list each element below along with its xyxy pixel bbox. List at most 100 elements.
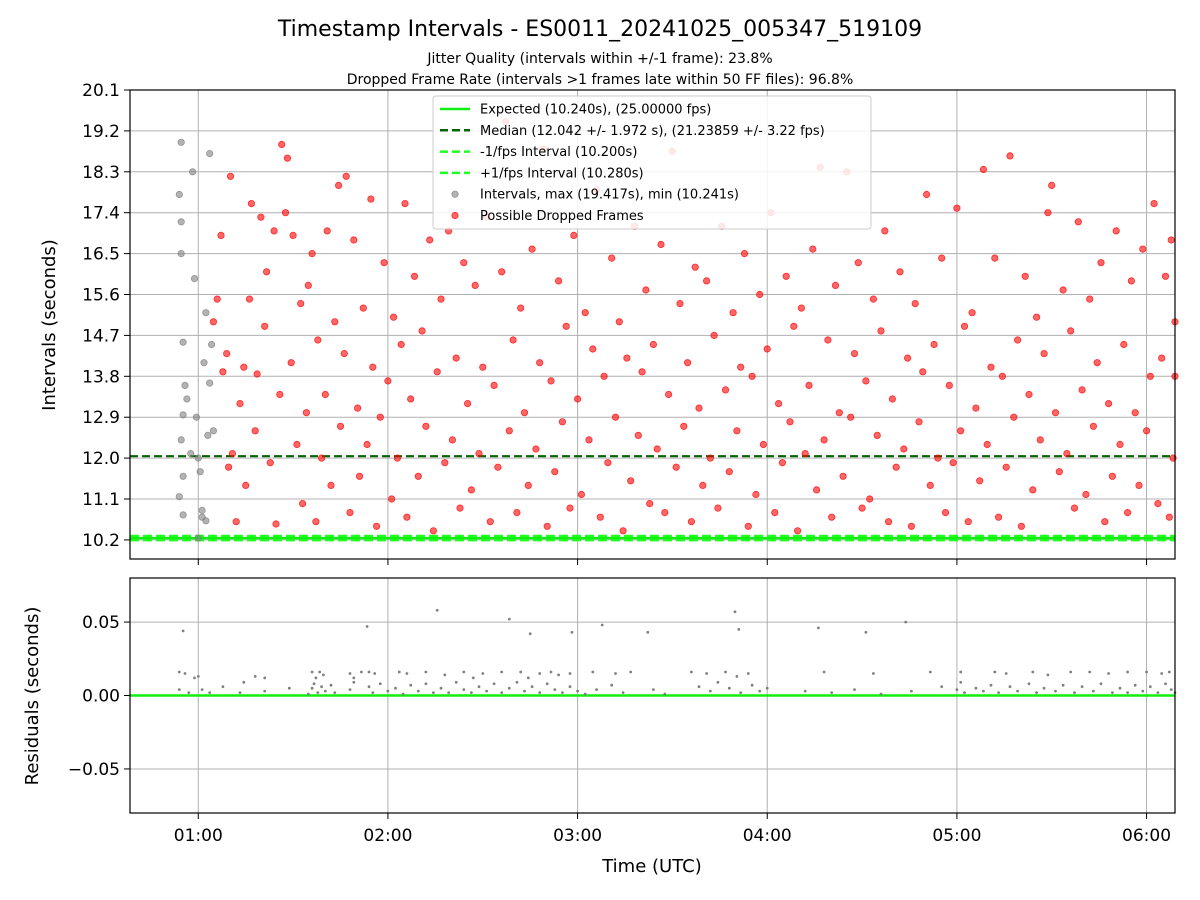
interval-point [938, 254, 946, 262]
residual-point [314, 676, 318, 680]
residual-point [1008, 685, 1012, 689]
residual-point [690, 670, 693, 674]
residual-point [378, 682, 382, 686]
interval-point [340, 349, 348, 358]
residual-point [1141, 689, 1145, 693]
residual-point [367, 670, 371, 674]
legend-label: +1/fps Interval (10.280s) [480, 166, 644, 181]
residual-point [177, 670, 181, 674]
residual-point [373, 672, 377, 675]
x-tick-label: 05:00 [932, 826, 981, 846]
interval-point [179, 411, 187, 419]
residual-point [864, 630, 868, 634]
residual-point [462, 688, 466, 691]
interval-point [646, 499, 654, 508]
interval-point [1101, 518, 1109, 526]
interval-point [208, 340, 216, 349]
interval-point [247, 200, 255, 208]
residual-point [360, 670, 363, 674]
residual-point [526, 676, 530, 680]
interval-point [748, 372, 756, 380]
interval-point [494, 463, 502, 471]
interval-point [721, 386, 730, 394]
legend-label: -1/fps Interval (10.200s) [480, 145, 637, 160]
interval-point [824, 336, 832, 344]
interval-point [179, 338, 187, 346]
interval-point [960, 322, 969, 330]
interval-point [380, 259, 388, 267]
residual-point [1156, 691, 1160, 694]
x-tick-label: 02:00 [363, 826, 412, 846]
interval-point [1021, 272, 1029, 280]
legend-label: Median (12.042 +/- 1.972 s), (21.23859 +… [480, 124, 825, 139]
y-tick-label-bottom: 0.05 [82, 613, 120, 633]
interval-point [206, 379, 214, 387]
residual-point [716, 680, 720, 684]
interval-point [1063, 449, 1071, 458]
y-tick-label-top: 15.6 [82, 286, 120, 306]
interval-point [183, 395, 191, 403]
interval-point [189, 168, 197, 176]
interval-point [915, 418, 923, 426]
residual-point [538, 672, 542, 675]
interval-point [994, 513, 1003, 521]
residual-point [424, 670, 428, 674]
interval-point [873, 431, 881, 439]
residual-point [600, 623, 604, 627]
y-tick-label-top: 11.1 [82, 490, 120, 510]
interval-point [1051, 409, 1060, 417]
interval-point [577, 490, 586, 499]
interval-point [1070, 504, 1079, 512]
interval-point [422, 422, 430, 430]
interval-point [278, 140, 286, 149]
residual-point [940, 685, 944, 689]
residual-point [462, 670, 466, 674]
residual-point [492, 682, 496, 686]
residual-point [409, 683, 413, 687]
interval-point [253, 370, 261, 378]
interval-point [664, 390, 673, 399]
interval-point [297, 299, 305, 308]
residual-point [1054, 689, 1057, 693]
interval-point [369, 363, 377, 371]
interval-point [930, 340, 938, 349]
residuals-y-axis-label: Residuals (seconds) [22, 607, 43, 786]
interval-point [892, 463, 900, 471]
interval-point [198, 506, 206, 514]
residual-point [568, 685, 572, 689]
interval-point [1116, 440, 1124, 449]
interval-point [437, 295, 445, 303]
residual-point [306, 692, 310, 696]
interval-point [896, 268, 904, 276]
interval-point [1146, 372, 1154, 380]
y-tick-label-top: 10.2 [82, 531, 120, 551]
interval-point [683, 359, 692, 367]
interval-point [847, 413, 855, 421]
interval-point [1165, 513, 1173, 521]
interval-point [312, 518, 320, 526]
residual-point [470, 691, 473, 694]
residual-point [181, 629, 185, 633]
legend-label: Expected (10.240s), (25.00000 fps) [480, 103, 711, 118]
y-tick-label-bottom: 0.00 [82, 687, 120, 707]
residual-point [735, 675, 739, 678]
residual-point [1016, 689, 1019, 693]
interval-point [869, 295, 878, 303]
interval-point [714, 504, 722, 512]
intervals-panel: 10.2 11.1 12.0 12.9 13.8 14.7 15.6 16.5 17.4 18.3… [39, 81, 1179, 560]
interval-point [397, 340, 405, 349]
interval-point [903, 354, 912, 362]
residual-point [705, 672, 708, 675]
interval-point [725, 468, 733, 476]
interval-point [619, 527, 627, 535]
interval-point [858, 504, 866, 512]
interval-point [242, 481, 250, 489]
interval-point [608, 254, 616, 262]
interval-point [298, 499, 307, 508]
intervals-y-ticks: 10.2 11.1 12.0 12.9 13.8 14.7 15.6 16.5 17.4 18.3… [82, 81, 130, 551]
interval-point [949, 459, 957, 467]
y-tick-label-top: 19.2 [82, 122, 120, 142]
legend-swatch [451, 211, 459, 220]
residual-point [200, 688, 204, 691]
